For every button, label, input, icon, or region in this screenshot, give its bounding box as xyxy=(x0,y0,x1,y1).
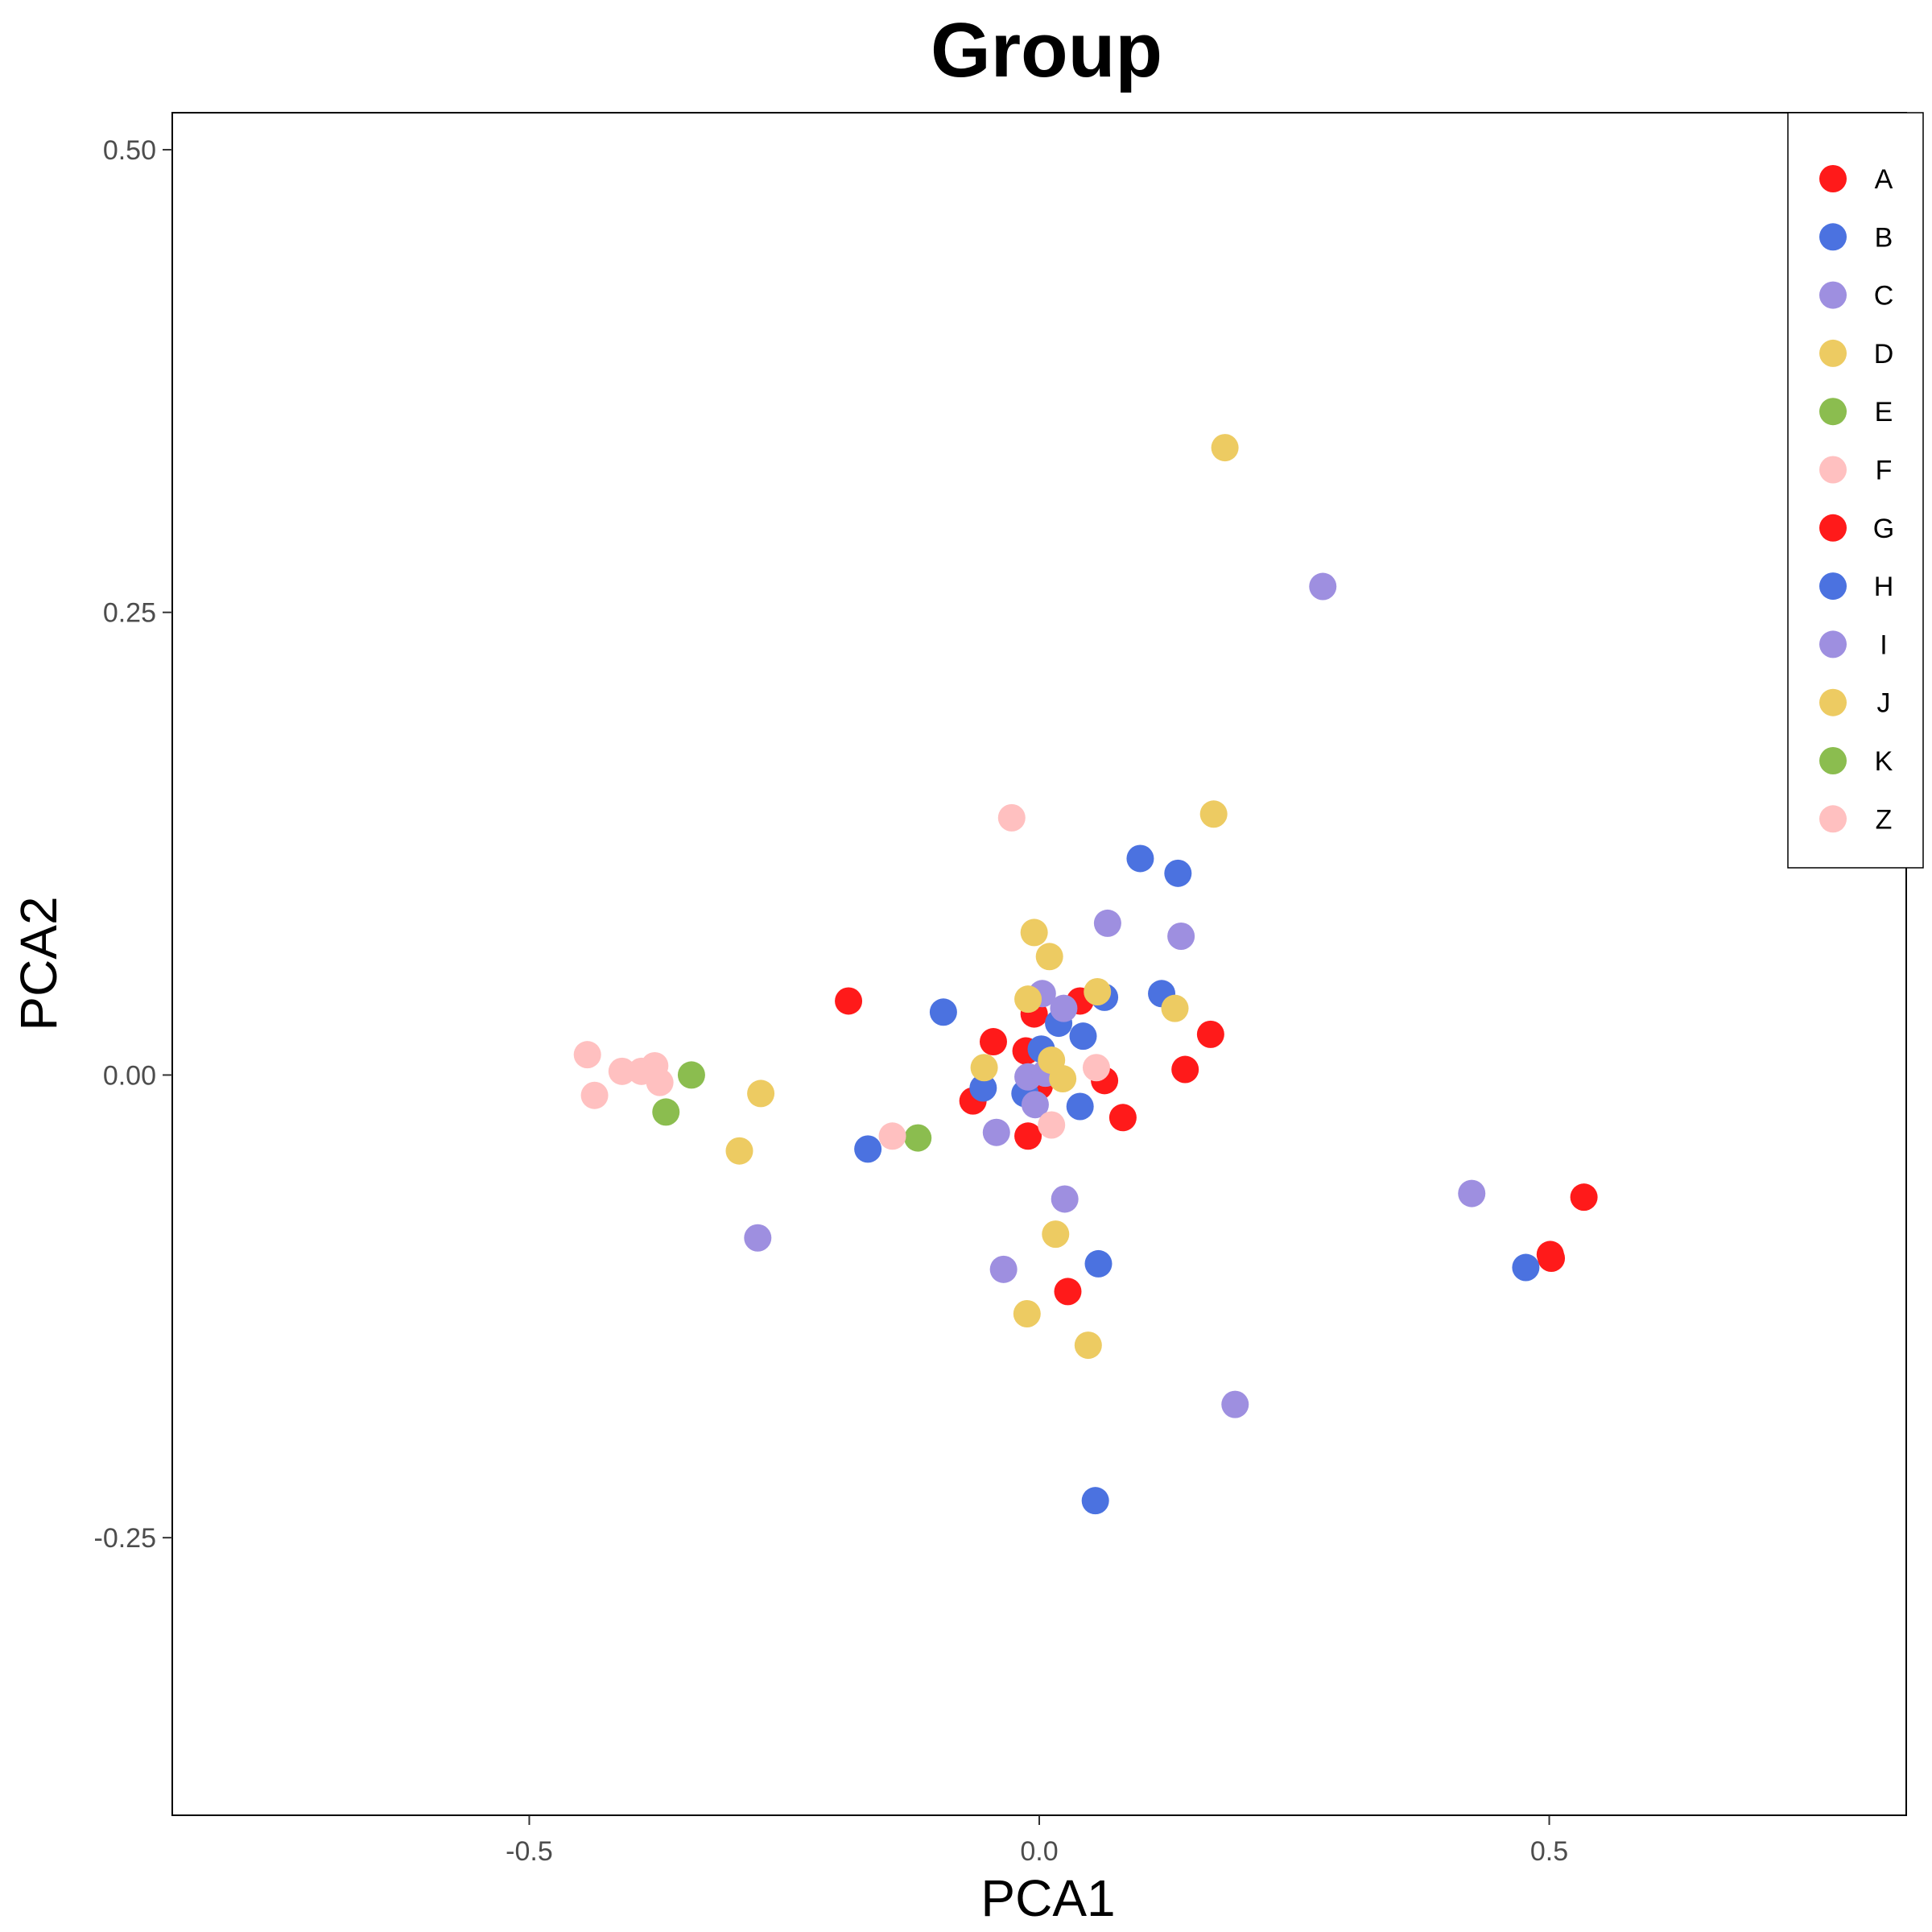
chart-title: Group xyxy=(931,7,1162,93)
x-axis-title: PCA1 xyxy=(980,1869,1115,1927)
legend-label-i: I xyxy=(1880,630,1887,660)
legend-key-b xyxy=(1819,223,1847,251)
data-point-c xyxy=(1221,1390,1249,1418)
y-tick-label: 0.25 xyxy=(103,598,156,629)
data-point-a xyxy=(1196,1020,1224,1048)
y-tick-label: 0.50 xyxy=(103,135,156,166)
data-point-d xyxy=(1211,434,1239,462)
data-point-d xyxy=(970,1054,998,1082)
data-point-a xyxy=(1108,1104,1137,1132)
data-point-c xyxy=(1021,1091,1049,1119)
legend-label-e: E xyxy=(1875,397,1893,427)
data-point-f xyxy=(646,1068,674,1096)
legend-label-b: B xyxy=(1875,222,1893,253)
data-point-f xyxy=(1038,1111,1066,1139)
data-point-b xyxy=(969,1074,997,1102)
y-tick-label: 0.00 xyxy=(103,1060,156,1091)
data-point-c xyxy=(1051,1185,1079,1213)
data-point-b xyxy=(1084,1249,1113,1278)
legend-key-a xyxy=(1819,165,1847,192)
data-point-e xyxy=(904,1124,932,1152)
data-point-d xyxy=(747,1080,775,1108)
data-point-a xyxy=(1538,1245,1566,1273)
data-point-b xyxy=(1069,1022,1097,1051)
y-axis-title: PCA2 xyxy=(10,896,68,1030)
data-point-b xyxy=(1081,1487,1109,1515)
data-point-f xyxy=(608,1057,636,1085)
data-point-f xyxy=(1082,1054,1110,1082)
data-point-d xyxy=(1035,943,1063,971)
data-point-d xyxy=(1199,800,1228,828)
data-point-b xyxy=(1164,859,1192,887)
legend-key-k xyxy=(1819,747,1847,774)
x-tick-label: -0.5 xyxy=(506,1836,553,1867)
legend-key-z xyxy=(1819,805,1847,833)
legend-label-f: F xyxy=(1876,456,1893,486)
data-point-a xyxy=(1014,1122,1042,1150)
data-point-f xyxy=(997,803,1026,832)
data-point-f xyxy=(580,1081,609,1109)
legend-label-j: J xyxy=(1877,688,1891,719)
legend-label-c: C xyxy=(1874,281,1894,312)
legend-label-g: G xyxy=(1873,514,1894,544)
legend-key-d xyxy=(1819,339,1847,367)
legend-box xyxy=(1787,112,1924,869)
data-point-a xyxy=(979,1028,1007,1056)
data-point-d xyxy=(1013,1299,1041,1327)
legend-label-a: A xyxy=(1875,164,1893,195)
y-tick-label: -0.25 xyxy=(94,1523,157,1554)
data-point-c xyxy=(989,1255,1018,1283)
data-point-c xyxy=(1050,994,1078,1022)
data-point-b xyxy=(1512,1253,1540,1282)
data-point-c xyxy=(1458,1179,1486,1208)
x-axis: -0.5 0.0 0.5 xyxy=(506,1815,1568,1867)
x-tick-label: 0.0 xyxy=(1020,1836,1058,1867)
data-point-c xyxy=(1167,923,1195,951)
data-point-a xyxy=(1171,1055,1199,1084)
data-point-d xyxy=(1014,985,1042,1013)
data-points xyxy=(573,434,1598,1515)
data-point-e xyxy=(652,1098,680,1126)
data-point-b xyxy=(929,998,957,1026)
data-point-b xyxy=(1066,1092,1094,1121)
legend-key-g xyxy=(1819,514,1847,542)
data-point-c xyxy=(1309,572,1337,601)
data-point-a xyxy=(1570,1183,1598,1212)
data-point-a xyxy=(1054,1278,1082,1306)
legend-label-h: H xyxy=(1874,572,1894,602)
data-point-b xyxy=(1126,844,1154,873)
data-point-e xyxy=(677,1061,705,1089)
data-point-d xyxy=(1084,977,1112,1005)
legend-key-e xyxy=(1819,398,1847,426)
legend-label-z: Z xyxy=(1876,804,1893,835)
data-point-a xyxy=(835,987,863,1015)
data-point-c xyxy=(982,1118,1010,1146)
data-point-b xyxy=(854,1135,882,1163)
data-point-d xyxy=(1038,1046,1066,1075)
legend-key-c xyxy=(1819,281,1847,309)
y-axis: -0.25 0.00 0.25 0.50 xyxy=(94,135,172,1554)
data-point-d xyxy=(1042,1220,1070,1249)
data-point-f xyxy=(573,1041,601,1069)
legend-label-d: D xyxy=(1874,339,1894,369)
data-point-f xyxy=(878,1122,906,1150)
data-point-d xyxy=(1074,1331,1102,1360)
data-point-c xyxy=(744,1224,772,1252)
x-tick-label: 0.5 xyxy=(1530,1836,1568,1867)
data-point-d xyxy=(725,1137,753,1165)
data-point-d xyxy=(1020,919,1048,947)
legend-label-k: K xyxy=(1875,746,1893,777)
legend-key-i xyxy=(1819,630,1847,658)
legend-key-f xyxy=(1819,456,1847,484)
data-point-c xyxy=(1093,909,1121,937)
legend-key-h xyxy=(1819,572,1847,601)
legend-key-j xyxy=(1819,688,1847,716)
data-point-d xyxy=(1161,994,1189,1022)
